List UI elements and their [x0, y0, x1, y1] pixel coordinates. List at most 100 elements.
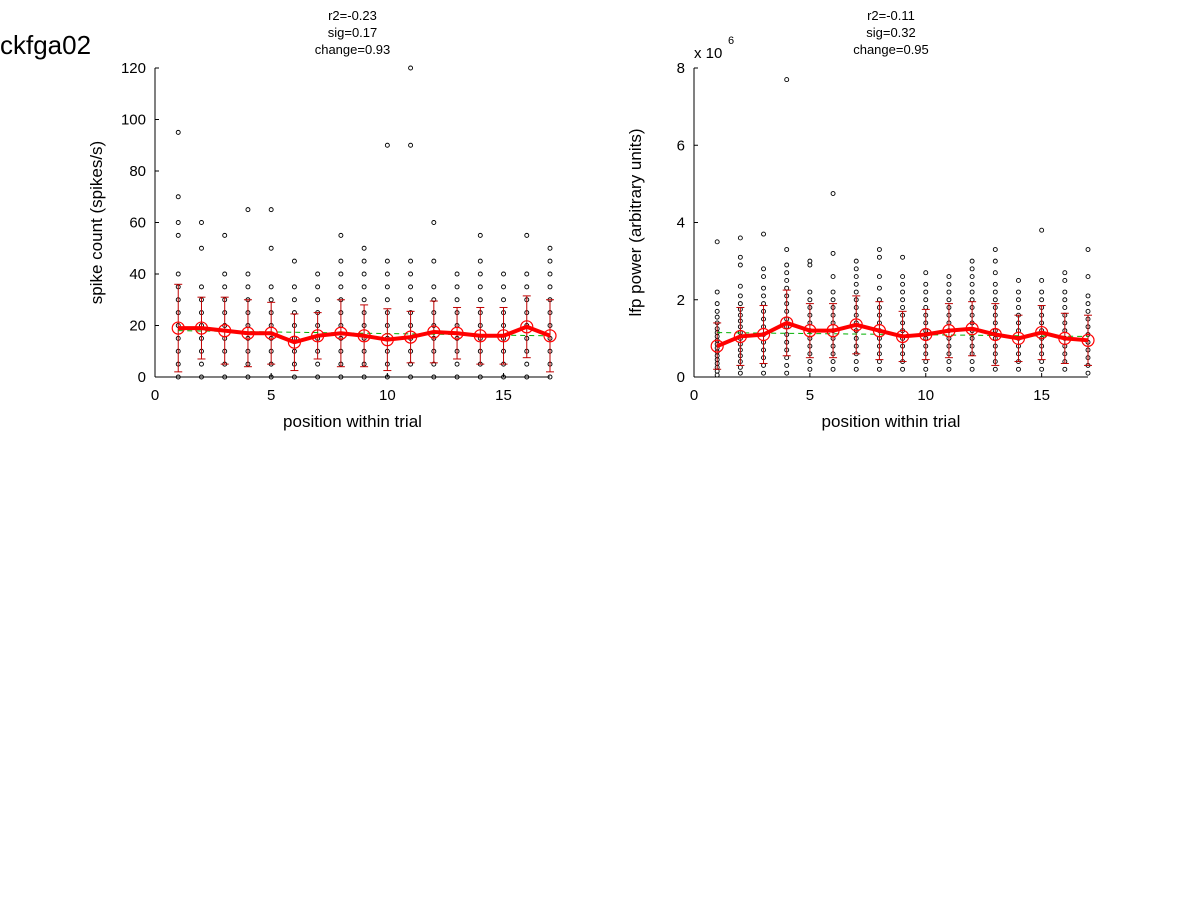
data-point — [291, 284, 297, 290]
data-point — [853, 289, 859, 295]
mean-marker — [473, 329, 487, 343]
data-point — [784, 270, 790, 276]
data-point — [714, 239, 720, 245]
data-point — [291, 297, 297, 303]
data-point — [714, 308, 720, 314]
data-point — [784, 247, 790, 252]
data-point — [477, 374, 483, 380]
mean-marker — [733, 329, 747, 344]
data-point — [291, 374, 297, 380]
data-point — [853, 359, 859, 364]
data-point — [1016, 305, 1021, 310]
chart-title-line: r2=-0.23 — [328, 8, 377, 23]
data-point — [969, 366, 975, 372]
mean-marker — [403, 330, 418, 344]
mean-marker — [357, 329, 371, 343]
data-point — [714, 314, 720, 320]
mean-marker — [780, 316, 794, 330]
data-point — [946, 366, 952, 372]
data-point — [900, 297, 906, 303]
data-point — [853, 366, 859, 372]
data-point — [384, 374, 390, 380]
data-point — [761, 301, 766, 307]
data-point — [830, 366, 836, 372]
data-point — [175, 129, 181, 135]
figure-title: ckfga02 — [0, 30, 92, 60]
data-point — [876, 359, 882, 364]
data-point — [761, 370, 766, 376]
data-point — [830, 191, 836, 196]
x-tick-label: 0 — [690, 387, 698, 404]
data-point — [501, 271, 506, 277]
y-tick-label: 2 — [677, 292, 685, 309]
data-point — [737, 283, 743, 289]
data-point — [547, 284, 553, 290]
mean-marker — [756, 327, 771, 342]
data-point — [501, 374, 506, 380]
data-point — [923, 289, 929, 295]
data-point — [1085, 274, 1091, 280]
data-point — [784, 355, 790, 361]
data-point — [969, 274, 975, 280]
data-point — [361, 271, 367, 277]
data-point — [291, 258, 297, 264]
data-point — [1039, 297, 1045, 303]
mean-marker — [710, 339, 724, 353]
data-point — [338, 232, 344, 238]
data-point — [384, 284, 390, 290]
data-point — [761, 266, 766, 272]
y-tick-label: 20 — [129, 318, 146, 335]
data-point — [807, 297, 813, 303]
data-point — [784, 262, 790, 268]
x-tick-label: 15 — [495, 387, 512, 404]
data-point — [923, 305, 929, 310]
data-point — [408, 142, 414, 148]
data-point — [547, 271, 553, 277]
data-point — [1016, 277, 1021, 283]
data-point — [222, 232, 228, 238]
mean-line — [716, 320, 1089, 348]
data-point — [199, 374, 204, 380]
data-point — [245, 284, 251, 290]
chart-panel-1: r2=-0.23 sig=0.17 change=0.93 0 5 10 15 0 20 40 60… — [87, 8, 557, 431]
mean-marker — [311, 329, 325, 343]
data-point — [408, 284, 414, 290]
data-point — [384, 271, 390, 277]
mean-marker — [826, 324, 840, 338]
data-point — [992, 366, 998, 372]
data-point — [992, 270, 998, 276]
data-point — [431, 220, 437, 225]
data-point — [737, 370, 743, 376]
data-point — [807, 258, 813, 264]
y-tick-label: 4 — [677, 215, 685, 232]
x-tick-label: 5 — [267, 387, 275, 404]
data-point — [876, 247, 882, 252]
data-point — [900, 274, 906, 280]
data-point — [900, 366, 906, 372]
data-point — [315, 284, 321, 290]
data-point — [361, 297, 367, 303]
data-point — [807, 262, 813, 268]
mean-marker — [241, 326, 255, 340]
data-point — [969, 266, 975, 272]
data-point — [946, 297, 952, 303]
data-point — [408, 258, 414, 264]
y-tick-label: 120 — [121, 60, 146, 77]
data-point — [761, 362, 766, 368]
data-point — [900, 254, 906, 260]
data-point — [1039, 359, 1045, 364]
y-axis-label: spike count (spikes/s) — [87, 141, 106, 304]
data-point — [524, 284, 530, 290]
data-point — [245, 207, 251, 213]
data-point — [807, 359, 813, 364]
data-point — [784, 277, 790, 283]
data-point — [245, 374, 251, 380]
data-point — [222, 271, 228, 277]
data-point — [315, 374, 321, 380]
data-point — [830, 289, 836, 295]
data-point — [784, 370, 790, 376]
mean-marker — [264, 326, 278, 340]
data-point — [454, 297, 460, 303]
data-point — [830, 274, 836, 280]
mean-marker — [496, 329, 511, 343]
